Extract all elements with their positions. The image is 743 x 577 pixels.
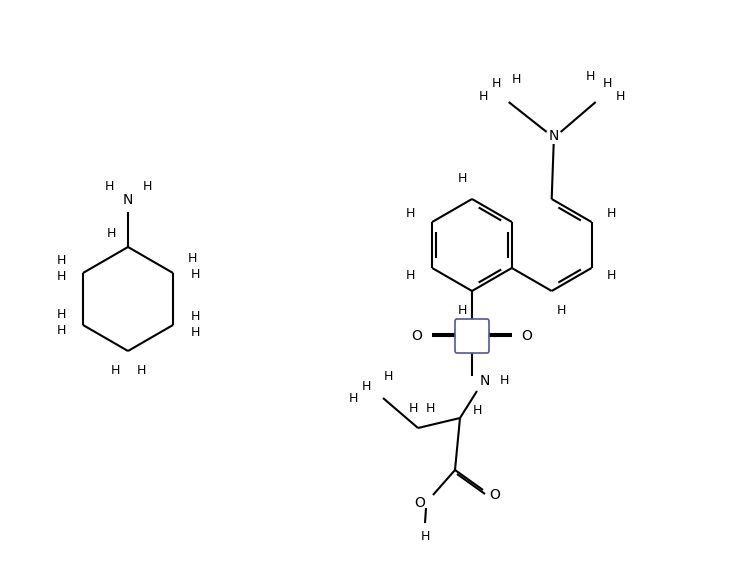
Text: H: H <box>104 181 114 193</box>
Text: H: H <box>136 364 146 377</box>
Text: H: H <box>409 402 418 414</box>
Text: H: H <box>383 369 393 383</box>
Text: H: H <box>457 305 467 317</box>
Text: H: H <box>190 310 200 324</box>
Text: H: H <box>361 380 371 392</box>
Text: O: O <box>415 496 426 510</box>
Text: H: H <box>106 227 116 241</box>
Text: O: O <box>412 329 423 343</box>
Text: H: H <box>348 392 357 404</box>
Text: H: H <box>616 89 626 103</box>
Text: H: H <box>457 173 467 185</box>
Text: N: N <box>480 374 490 388</box>
Text: N: N <box>548 129 559 143</box>
Text: H: H <box>557 305 566 317</box>
FancyBboxPatch shape <box>455 319 489 353</box>
Text: H: H <box>56 254 65 268</box>
Text: H: H <box>56 271 65 283</box>
Text: H: H <box>607 208 616 220</box>
Text: H: H <box>56 309 65 321</box>
Text: H: H <box>421 530 429 542</box>
Text: H: H <box>586 70 595 84</box>
Text: H: H <box>425 402 435 414</box>
Text: H: H <box>110 364 120 377</box>
Text: H: H <box>190 268 200 282</box>
Text: H: H <box>143 181 152 193</box>
Text: As: As <box>464 329 480 343</box>
Text: H: H <box>492 77 502 91</box>
Text: O: O <box>490 488 501 502</box>
Text: H: H <box>499 374 509 388</box>
Text: O: O <box>522 329 533 343</box>
Text: H: H <box>603 77 612 91</box>
Text: H: H <box>473 403 481 417</box>
Text: H: H <box>190 327 200 339</box>
Text: H: H <box>406 269 415 283</box>
Text: H: H <box>479 89 488 103</box>
Text: H: H <box>187 252 197 264</box>
Text: H: H <box>406 208 415 220</box>
Text: H: H <box>607 269 616 283</box>
Text: H: H <box>56 324 65 338</box>
Text: H: H <box>512 73 522 87</box>
Text: N: N <box>123 193 133 207</box>
